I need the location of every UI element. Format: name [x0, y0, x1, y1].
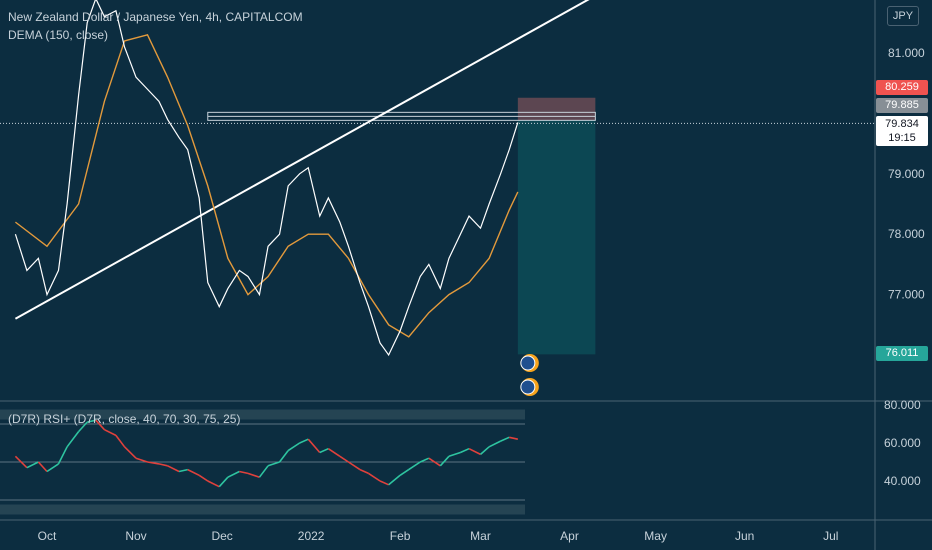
rsi-segment [500, 436, 510, 442]
time-tick-label: Apr [560, 529, 579, 543]
last-price: 79.834 [885, 118, 919, 130]
rsi-segment [57, 446, 68, 465]
rsi-segment [419, 457, 430, 463]
rsi-tick-label: 40.000 [884, 474, 921, 488]
rsi-segment [327, 448, 341, 457]
rsi-segment [408, 461, 421, 471]
rsi-segment [448, 451, 461, 458]
rsi-segment [307, 438, 321, 454]
rsi-segment [368, 472, 381, 482]
rsi-legend[interactable]: (D7R) RSI+ (D7R, close, 40, 70, 30, 75, … [8, 412, 241, 426]
price-line [14, 0, 519, 357]
rsi-segment [258, 465, 269, 478]
rsi-segment [77, 421, 88, 433]
rsi-segment [95, 419, 106, 431]
rsi-segment [319, 447, 329, 454]
rsi-segment [167, 465, 180, 473]
rsi-segment [147, 461, 160, 465]
time-tick-label: 2022 [298, 529, 325, 543]
rsi-segment [87, 419, 96, 423]
rsi-band [0, 409, 525, 420]
chart-legend: New Zealand Dollar / Japanese Yen, 4h, C… [8, 8, 303, 44]
rsi-segment [198, 474, 209, 482]
rsi-segment [439, 455, 450, 467]
rsi-segment [287, 442, 301, 452]
event-markers[interactable] [520, 354, 539, 396]
rsi-segment [26, 461, 39, 469]
time-tick-label: Jul [823, 529, 838, 543]
axes: 81.000 79.000 78.000 77.000 80.000 60.000 40.0… [38, 46, 925, 543]
bar-countdown: 19:15 [888, 132, 916, 144]
rsi-segment [123, 446, 137, 459]
take-profit-zone[interactable] [517, 120, 596, 355]
time-tick-label: Mar [470, 529, 491, 543]
time-tick-label: Nov [125, 529, 146, 543]
rsi-segment [37, 461, 48, 473]
rsi-segment [509, 436, 519, 440]
rsi-segment [115, 434, 126, 448]
rsi-segment [104, 428, 117, 437]
rsi-segment [207, 480, 220, 488]
rsi-segment [46, 463, 59, 473]
rsi-segment [187, 468, 200, 477]
rsi-segment [479, 446, 490, 455]
price-pane [0, 0, 875, 357]
rsi-band [0, 504, 525, 515]
rsi-segment [299, 438, 309, 444]
currency-button[interactable]: JPY [887, 6, 919, 26]
rsi-segment [399, 468, 410, 476]
rsi-segment [14, 455, 28, 469]
position-tool[interactable] [207, 97, 596, 355]
time-tick-label: Oct [38, 529, 57, 543]
trendline[interactable] [14, 0, 595, 320]
rsi-segment [428, 457, 441, 467]
price-tick-label: 79.000 [888, 167, 925, 181]
stop-price-tag: 80.259 [876, 80, 928, 95]
last-price-tag: 79.834 19:15 [876, 116, 928, 146]
rsi-segment [388, 474, 401, 486]
rsi-segment [218, 476, 229, 488]
price-tick-label: 77.000 [888, 288, 925, 302]
rsi-segment [227, 470, 240, 478]
time-tick-label: Jun [735, 529, 754, 543]
entry-price-tag: 79.885 [876, 98, 928, 113]
rsi-segment [66, 431, 80, 448]
rsi-segment [278, 450, 289, 463]
rsi-segment [267, 461, 280, 467]
stop-loss-zone[interactable] [517, 97, 596, 121]
rsi-segment [239, 470, 249, 475]
rsi-segment [339, 455, 349, 463]
rsi-segment [135, 457, 148, 463]
rsi-segment [460, 447, 470, 454]
rsi-segment [488, 440, 501, 448]
target-price-tag: 76.011 [876, 346, 928, 361]
rsi-tick-label: 60.000 [884, 436, 921, 450]
rsi-segment [379, 480, 389, 486]
price-tick-label: 78.000 [888, 227, 925, 241]
rsi-segment [468, 447, 481, 456]
price-tick-label: 81.000 [888, 46, 925, 60]
flag-icon [520, 355, 536, 371]
time-tick-label: Dec [211, 529, 232, 543]
rsi-pane [0, 409, 525, 515]
rsi-tick-label: 80.000 [884, 398, 921, 412]
dema-line [14, 34, 519, 338]
rsi-segment [359, 468, 369, 475]
rsi-segment [348, 461, 361, 471]
rsi-segment [247, 472, 260, 478]
symbol-title[interactable]: New Zealand Dollar / Japanese Yen, 4h, C… [8, 10, 303, 24]
dema-legend[interactable]: DEMA (150, close) [8, 28, 109, 42]
time-tick-label: May [644, 529, 667, 543]
flag-icon [520, 379, 536, 395]
time-tick-label: Feb [390, 529, 411, 543]
rsi-segment [158, 463, 168, 467]
rsi-segment [178, 468, 188, 473]
